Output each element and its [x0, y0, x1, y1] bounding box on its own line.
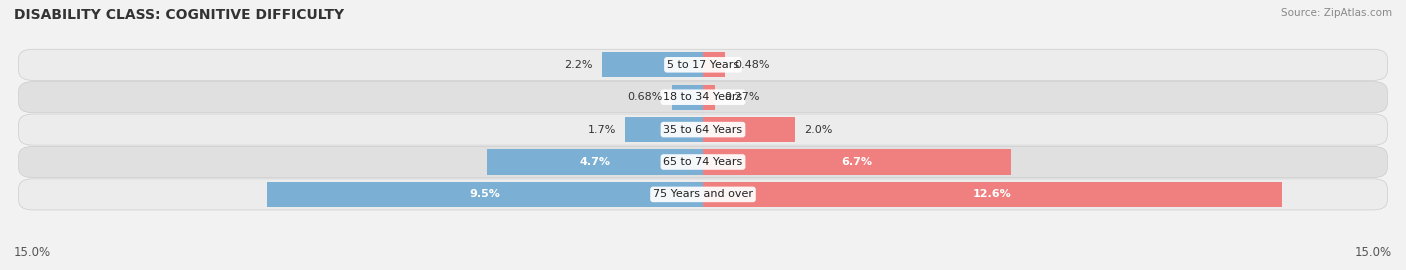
- Text: 5 to 17 Years: 5 to 17 Years: [666, 60, 740, 70]
- Text: Source: ZipAtlas.com: Source: ZipAtlas.com: [1281, 8, 1392, 18]
- Text: 4.7%: 4.7%: [579, 157, 610, 167]
- Bar: [624, 117, 703, 142]
- Text: 2.2%: 2.2%: [564, 60, 593, 70]
- Bar: [703, 52, 725, 77]
- FancyBboxPatch shape: [18, 179, 1388, 210]
- Text: 75 Years and over: 75 Years and over: [652, 189, 754, 200]
- Text: 0.48%: 0.48%: [734, 60, 769, 70]
- Text: 6.7%: 6.7%: [841, 157, 872, 167]
- Bar: [602, 52, 703, 77]
- FancyBboxPatch shape: [18, 114, 1388, 145]
- Text: 15.0%: 15.0%: [14, 246, 51, 259]
- Text: 12.6%: 12.6%: [973, 189, 1012, 200]
- Bar: [267, 182, 703, 207]
- Text: 2.0%: 2.0%: [804, 124, 832, 135]
- FancyBboxPatch shape: [18, 82, 1388, 113]
- Text: 1.7%: 1.7%: [588, 124, 616, 135]
- Text: 0.68%: 0.68%: [627, 92, 662, 102]
- Text: 0.27%: 0.27%: [724, 92, 761, 102]
- Text: 35 to 64 Years: 35 to 64 Years: [664, 124, 742, 135]
- FancyBboxPatch shape: [18, 146, 1388, 178]
- Text: 15.0%: 15.0%: [1355, 246, 1392, 259]
- Bar: [703, 149, 1011, 175]
- Bar: [672, 85, 703, 110]
- Bar: [703, 85, 716, 110]
- FancyBboxPatch shape: [18, 49, 1388, 80]
- Text: 18 to 34 Years: 18 to 34 Years: [664, 92, 742, 102]
- Text: 9.5%: 9.5%: [470, 189, 501, 200]
- Text: DISABILITY CLASS: COGNITIVE DIFFICULTY: DISABILITY CLASS: COGNITIVE DIFFICULTY: [14, 8, 344, 22]
- Bar: [703, 117, 794, 142]
- Bar: [703, 182, 1282, 207]
- Bar: [486, 149, 703, 175]
- Text: 65 to 74 Years: 65 to 74 Years: [664, 157, 742, 167]
